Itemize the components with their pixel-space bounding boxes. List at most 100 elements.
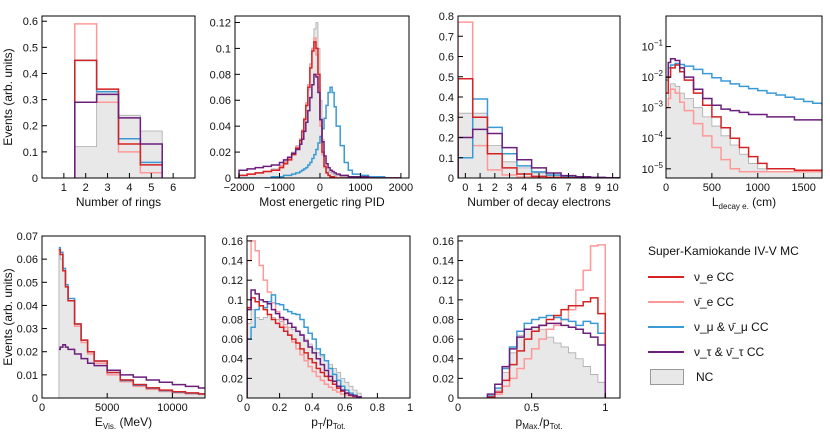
x-tick-label: 0.5 [524, 402, 539, 414]
x-tick-label: 10000 [157, 402, 188, 414]
x-axis-label: pMax./pTot. [516, 415, 563, 431]
y-tick-label: 0.3 [439, 112, 454, 124]
x-axis-label: Number of decay electrons [467, 195, 610, 209]
y-tick-label: 0.05 [17, 277, 38, 289]
x-tick-label: 6 [551, 182, 557, 194]
x-tick-label: 1500 [791, 182, 815, 194]
legend-label-nuebar: ν̄_e CC [694, 294, 735, 309]
panel-decay_e: 00.10.20.30.40.50.60.70.80 1 2 3 4 5 6 7 8 9 10Num… [439, 11, 621, 209]
x-axis-label-mid: /p [323, 415, 333, 429]
y-tick-label: 0.16 [222, 236, 243, 248]
y-tick-label: 0.16 [433, 236, 454, 248]
legend-swatch-numu [648, 325, 684, 328]
y-tick-label: 0 [225, 173, 231, 185]
y-tick-label: 0.1 [23, 147, 38, 159]
series-numu-pmax [486, 314, 607, 398]
series-nutau-pmax [486, 322, 607, 398]
y-tick-label: 0.04 [222, 354, 243, 366]
series-nuebar-ldecay [666, 88, 822, 173]
x-tick-label: 3 [506, 182, 512, 194]
x-tick-label: 2 [492, 182, 498, 194]
series-nutau-ldecay [666, 57, 822, 121]
legend-entry-nutau: ν_τ & ν̄_τ CC [648, 339, 828, 364]
y-tick-label: 0 [32, 393, 38, 405]
x-tick-label: 0 [663, 182, 669, 194]
y-tick-label: 0.14 [433, 256, 454, 268]
panel-ldecay: 10−5 10−4 10−3 10−2 10−1 0 500 1000 1500 Ldecay e… [642, 15, 823, 211]
y-tick-label: 0.7 [439, 31, 454, 43]
series-nuebar-pmax [486, 244, 607, 398]
x-tick-label: 0.4 [305, 402, 320, 414]
y-tick-label: 0.06 [210, 95, 231, 107]
x-axis-label: Ldecay e. (cm) [712, 195, 776, 211]
axes-frame [41, 15, 196, 179]
series-nutau-rings [74, 93, 163, 178]
x-axis-label-sub: Vis. [103, 422, 116, 431]
plot-area [74, 23, 163, 178]
series-nc-ldecay [666, 83, 822, 178]
legend-swatch-nuebar [648, 300, 684, 303]
y-tick-label: 0.8 [439, 11, 454, 23]
y-tick-label: 0.12 [210, 17, 231, 29]
x-tick-label: 0 [244, 402, 250, 414]
x-tick-label: 6 [170, 182, 176, 194]
y-tick-label: 0.06 [222, 334, 243, 346]
plot-area [486, 244, 607, 398]
y-tick-label: 0.06 [17, 254, 38, 266]
x-axis-label-sub2: Tot. [550, 422, 563, 431]
y-tick-label: 10−2 [642, 69, 664, 84]
y-tick-label: 0 [448, 393, 454, 405]
x-tick-label: 1 [477, 182, 483, 194]
x-tick-label: −2000 [224, 182, 255, 194]
x-tick-label: 1 [61, 182, 67, 194]
y-tick-label: 0.12 [433, 275, 454, 287]
y-tick-label: 0.12 [222, 275, 243, 287]
x-tick-label: 5000 [95, 402, 119, 414]
y-tick-label: 0 [237, 393, 243, 405]
y-tick-label: 0.07 [17, 231, 38, 243]
legend-swatch-nue [648, 275, 684, 278]
y-tick-exponent: −3 [654, 100, 664, 109]
axes-frame [234, 15, 410, 179]
x-tick-label: 0 [317, 182, 323, 194]
legend-label-numu: ν_μ & ν̄_μ CC [694, 319, 769, 334]
x-tick-label: 10 [607, 182, 619, 194]
y-tick-label: 10−1 [642, 39, 664, 54]
legend-entry-nuebar: ν̄_e CC [648, 289, 828, 314]
panel-rings: 0 0.1 0.2 0.3 0.4 0.5 0.6 1 2 3 4 5 6 Number of rings… [1, 15, 196, 209]
x-tick-label: 1 [602, 402, 608, 414]
x-tick-label: 1000 [746, 182, 770, 194]
x-tick-label: 500 [703, 182, 721, 194]
x-tick-label: 0 [462, 182, 468, 194]
y-tick-label: 0.08 [433, 314, 454, 326]
x-tick-label: 4 [521, 182, 527, 194]
legend-title: Super-Kamiokande IV-V MC [648, 244, 799, 258]
y-tick-exponent: −1 [654, 39, 664, 48]
legend-swatch-nc [650, 368, 684, 385]
panel-pmax: 0 0.02 0.04 0.06 0.08 0.1 0.12 0.14 0.16 0 0.5 1 pMa… [433, 235, 621, 431]
series-nutau-evis [58, 344, 205, 389]
y-tick-exponent: −4 [654, 130, 664, 139]
y-tick-label: 0.02 [222, 373, 243, 385]
y-tick-label: 0.5 [23, 42, 38, 54]
x-axis-label-unit: (MeV) [116, 415, 152, 429]
y-tick-label: 0.2 [23, 121, 38, 133]
y-tick-label: 10−3 [642, 100, 664, 115]
x-tick-label: 4 [126, 182, 132, 194]
y-tick-label: 0.1 [228, 295, 243, 307]
y-tick-label: 0.03 [17, 324, 38, 336]
series-nutau-pt [247, 289, 362, 398]
series-nue-pt [247, 297, 362, 398]
x-tick-label: 7 [565, 182, 571, 194]
y-tick-label: 0.04 [17, 300, 38, 312]
x-tick-label: −1000 [264, 182, 295, 194]
series-nue-pid [238, 41, 401, 178]
y-tick-label: 0.1 [216, 43, 231, 55]
y-tick-label: 0.06 [433, 334, 454, 346]
legend-label-nue: ν_e CC [694, 269, 735, 284]
x-axis-label-sub: Max. [522, 422, 539, 431]
y-axis-label: Events (arb. units) [1, 48, 15, 145]
x-tick-label: 0.8 [370, 402, 385, 414]
x-tick-label: 9 [595, 182, 601, 194]
legend-swatch-nutau [648, 350, 684, 353]
